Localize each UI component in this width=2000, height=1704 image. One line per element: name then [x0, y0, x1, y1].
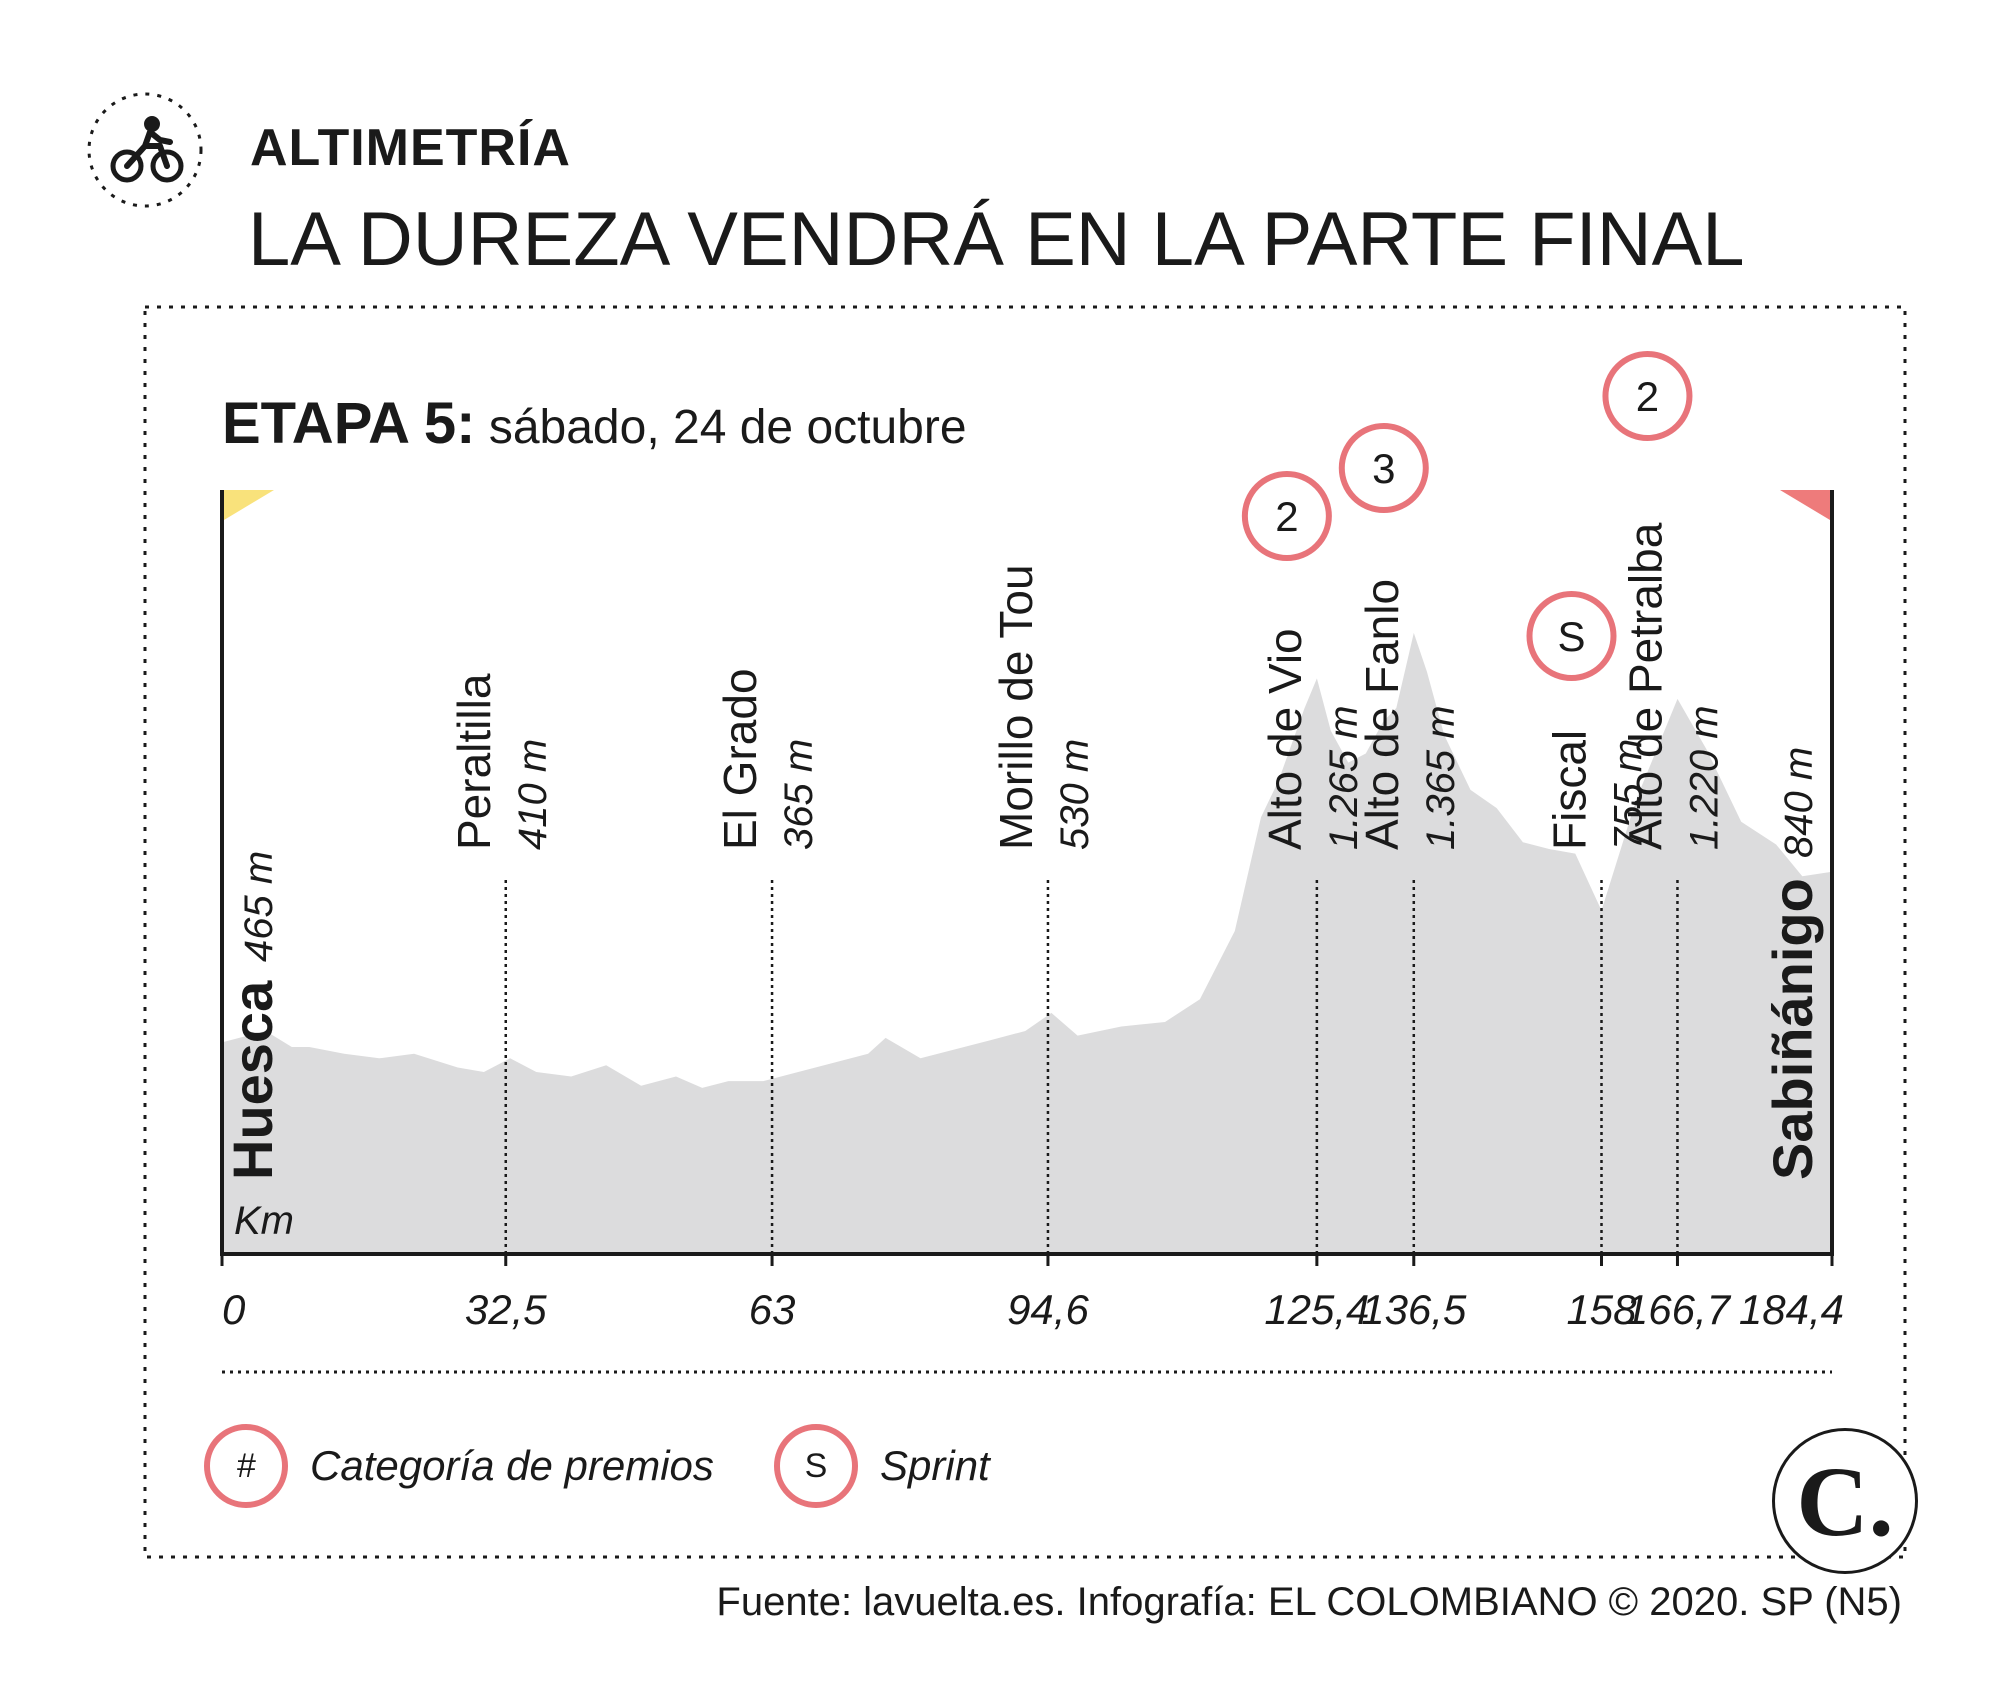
start-elevation: 465 m — [237, 851, 281, 962]
start-place-name: Huesca — [221, 980, 284, 1180]
legend-sprint-label: Sprint — [880, 1442, 990, 1489]
category-badge-label: S — [1557, 613, 1585, 660]
logo-dot: . — [1868, 1445, 1894, 1557]
waypoint-name: Alto de Fanlo — [1356, 579, 1408, 850]
category-badge — [1602, 351, 1693, 441]
finish-place-name: Sabiñánigo — [1761, 878, 1824, 1180]
el-colombiano-logo: C. — [1772, 1428, 1918, 1574]
x-tick-label: 184,4 — [1739, 1286, 1844, 1333]
x-tick-label: 0 — [222, 1286, 246, 1333]
x-tick-label: 136,5 — [1361, 1286, 1467, 1333]
waypoint-name: El Grado — [714, 668, 766, 850]
start-flag — [224, 490, 274, 520]
logo-letter: C — [1796, 1445, 1869, 1557]
waypoint-elevation: 1.365 m — [1419, 705, 1463, 850]
legend-sprint: S Sprint — [774, 1424, 990, 1508]
legend-category-badge: # — [204, 1424, 288, 1508]
legend-sprint-badge: S — [774, 1424, 858, 1508]
category-badge — [1526, 591, 1617, 681]
stage-name: ETAPA 5: — [222, 391, 476, 456]
kicker-title: ALTIMETRÍA — [250, 119, 571, 177]
x-tick-label: 158 — [1566, 1286, 1637, 1333]
category-badge — [1338, 423, 1429, 513]
x-axis-label: Km — [234, 1199, 294, 1243]
waypoint-elevation: 530 m — [1053, 739, 1097, 850]
x-tick-label: 166,7 — [1625, 1286, 1732, 1333]
x-tick-label: 63 — [749, 1286, 796, 1333]
stage-date: sábado, 24 de octubre — [488, 401, 967, 454]
category-badge — [1241, 471, 1332, 561]
cyclist-icon — [87, 92, 203, 208]
waypoint-name: Alto de Vio — [1259, 628, 1311, 850]
source-credit: Fuente: lavuelta.es. Infografía: EL COLO… — [716, 1580, 1902, 1624]
legend-category: # Categoría de premios — [204, 1424, 714, 1508]
waypoint-elevation: 365 m — [777, 739, 821, 850]
waypoint-elevation: 1.265 m — [1322, 705, 1366, 850]
waypoint-name: Fiscal — [1544, 730, 1596, 850]
waypoint-name: Morillo de Tou — [990, 564, 1042, 850]
elevation-profile-area — [222, 632, 1832, 1254]
dotted-frame — [143, 305, 1907, 1559]
category-badge-label: 3 — [1372, 445, 1395, 492]
waypoint-name: Alto de Petralba — [1619, 522, 1671, 850]
x-tick-label: 125,4 — [1264, 1286, 1369, 1333]
finish-flag — [1780, 490, 1830, 520]
waypoint-elevation: 410 m — [511, 739, 555, 850]
waypoint-elevation: 1.220 m — [1682, 705, 1726, 850]
category-badge-label: 2 — [1636, 373, 1659, 420]
finish-elevation: 840 m — [1777, 747, 1821, 858]
headline: LA DUREZA VENDRÁ EN LA PARTE FINAL — [248, 197, 1745, 282]
x-tick-label: 32,5 — [465, 1286, 547, 1333]
category-badge-label: 2 — [1275, 493, 1298, 540]
x-tick-label: 94,6 — [1007, 1286, 1089, 1333]
stage-heading: ETAPA 5: sábado, 24 de octubre — [222, 390, 967, 457]
waypoint-name: Peraltilla — [448, 673, 500, 850]
legend-category-label: Categoría de premios — [310, 1442, 714, 1489]
waypoint-elevation: 755 m — [1607, 739, 1651, 850]
